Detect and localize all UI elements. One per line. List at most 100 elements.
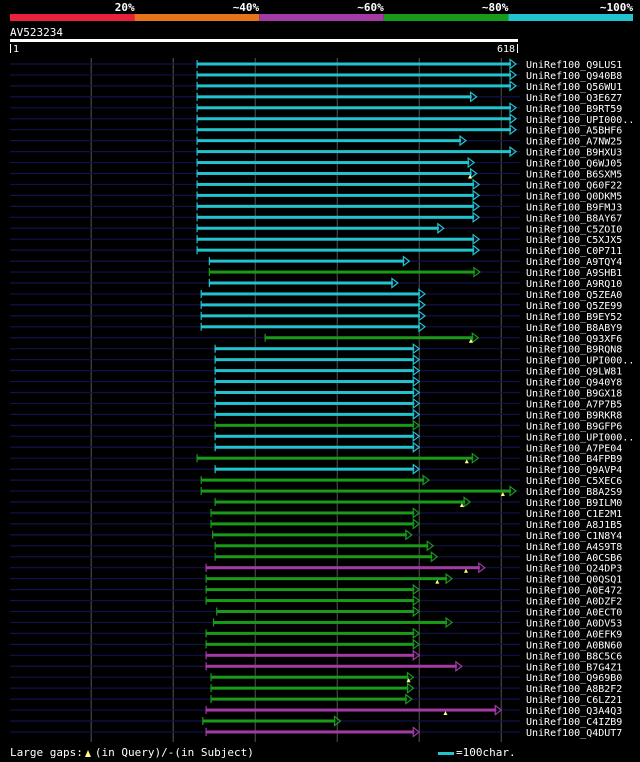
subject-name[interactable]: UniRef100_Q940B8 bbox=[526, 71, 622, 82]
alignment-row[interactable]: UniRef100_A7P7B5 bbox=[10, 397, 622, 411]
subject-name[interactable]: UniRef100_UPI000.. bbox=[526, 115, 634, 126]
subject-name[interactable]: UniRef100_C4IZB9 bbox=[526, 717, 622, 728]
alignment-row[interactable]: UniRef100_B9RT59 bbox=[10, 102, 622, 115]
subject-name[interactable]: UniRef100_A9SHB1 bbox=[526, 268, 622, 279]
alignment-row[interactable]: UniRef100_A5BHF6 bbox=[10, 124, 622, 137]
subject-name[interactable]: UniRef100_A5BHF6 bbox=[526, 126, 622, 137]
alignment-row[interactable]: UniRef100_A0ECT0 bbox=[10, 605, 622, 619]
alignment-row[interactable]: UniRef100_A0DZF2 bbox=[10, 594, 622, 608]
alignment-row[interactable]: UniRef100_Q9LW81 bbox=[10, 364, 622, 378]
subject-name[interactable]: UniRef100_Q5ZE99 bbox=[526, 301, 622, 312]
alignment-row[interactable]: UniRef100_B9GX18 bbox=[10, 386, 622, 400]
subject-name[interactable]: UniRef100_A7P7B5 bbox=[526, 399, 622, 410]
subject-name[interactable]: UniRef100_B9FMJ3 bbox=[526, 202, 622, 213]
alignment-row[interactable]: UniRef100_Q940B8 bbox=[10, 69, 622, 82]
alignment-row[interactable]: UniRef100_Q940Y8 bbox=[10, 375, 622, 389]
alignment-row[interactable]: UniRef100_A8B2F2 bbox=[10, 682, 622, 696]
subject-name[interactable]: UniRef100_Q3A4Q3 bbox=[526, 706, 622, 717]
subject-name[interactable]: UniRef100_A7PE04 bbox=[526, 443, 622, 454]
alignment-row[interactable]: UniRef100_A9SHB1 bbox=[10, 266, 622, 280]
alignment-row[interactable]: UniRef100_Q0QSQ1 bbox=[10, 572, 622, 586]
alignment-row[interactable]: UniRef100_UPI000.. bbox=[10, 353, 634, 367]
alignment-row[interactable]: UniRef100_C5XEC6 bbox=[10, 474, 622, 488]
subject-name[interactable]: UniRef100_A9RQ10 bbox=[526, 279, 622, 290]
alignment-row[interactable]: UniRef100_Q5ZEA0 bbox=[10, 288, 622, 301]
alignment-row[interactable]: UniRef100_Q5ZE99 bbox=[10, 299, 622, 312]
subject-name[interactable]: UniRef100_A9TQY4 bbox=[526, 257, 622, 268]
subject-name[interactable]: UniRef100_C1E2M1 bbox=[526, 509, 622, 520]
subject-name[interactable]: UniRef100_A0DV53 bbox=[526, 618, 622, 629]
subject-name[interactable]: UniRef100_Q6WJ05 bbox=[526, 159, 622, 170]
subject-name[interactable]: UniRef100_B9RKR8 bbox=[526, 410, 622, 421]
alignment-row[interactable]: UniRef100_B9EY52 bbox=[10, 310, 622, 323]
alignment-row[interactable]: UniRef100_Q56WU1 bbox=[10, 80, 622, 93]
subject-name[interactable]: UniRef100_A4S9T8 bbox=[526, 542, 622, 553]
alignment-row[interactable]: UniRef100_A9RQ10 bbox=[10, 277, 622, 291]
alignment-row[interactable]: UniRef100_B8ABY9 bbox=[10, 321, 622, 334]
subject-name[interactable]: UniRef100_C5ZOI0 bbox=[526, 224, 622, 235]
alignment-row[interactable]: UniRef100_B7G4Z1 bbox=[10, 660, 622, 674]
subject-name[interactable]: UniRef100_B8AY67 bbox=[526, 213, 622, 224]
alignment-row[interactable]: UniRef100_A7PE04 bbox=[10, 441, 622, 455]
alignment-row[interactable]: UniRef100_Q3E6Z7 bbox=[10, 91, 622, 104]
alignment-row[interactable]: UniRef100_C5ZOI0 bbox=[10, 222, 622, 236]
subject-name[interactable]: UniRef100_C0P711 bbox=[526, 246, 622, 257]
alignment-row[interactable]: UniRef100_Q0DKM5 bbox=[10, 189, 622, 203]
subject-name[interactable]: UniRef100_UPI000.. bbox=[526, 432, 634, 443]
alignment-row[interactable]: UniRef100_A7NW25 bbox=[10, 134, 622, 148]
subject-name[interactable]: UniRef100_C1N8Y4 bbox=[526, 531, 622, 542]
alignment-row[interactable]: UniRef100_C5XJX5 bbox=[10, 233, 622, 247]
alignment-row[interactable]: UniRef100_A0E472 bbox=[10, 583, 622, 597]
subject-name[interactable]: UniRef100_B9ILM0 bbox=[526, 498, 622, 509]
alignment-row[interactable]: UniRef100_Q3A4Q3 bbox=[10, 704, 622, 718]
alignment-row[interactable]: UniRef100_A0EFK9 bbox=[10, 627, 622, 641]
subject-name[interactable]: UniRef100_Q4DUT7 bbox=[526, 728, 622, 739]
alignment-row[interactable]: UniRef100_B9FMJ3 bbox=[10, 200, 622, 214]
subject-name[interactable]: UniRef100_A7NW25 bbox=[526, 137, 622, 148]
alignment-row[interactable]: UniRef100_A9TQY4 bbox=[10, 255, 622, 269]
alignment-row[interactable]: UniRef100_B8A2S9 bbox=[10, 485, 622, 499]
alignment-row[interactable]: UniRef100_C6LZ21 bbox=[10, 693, 622, 707]
alignment-row[interactable]: UniRef100_A0BN60 bbox=[10, 638, 622, 652]
alignment-row[interactable]: UniRef100_A0CSB6 bbox=[10, 551, 622, 564]
alignment-row[interactable]: UniRef100_Q60F22 bbox=[10, 178, 622, 192]
subject-name[interactable]: UniRef100_B6SXM5 bbox=[526, 170, 622, 181]
subject-name[interactable]: UniRef100_Q9AVP4 bbox=[526, 465, 622, 476]
alignment-row[interactable]: UniRef100_B9ILM0 bbox=[10, 496, 622, 510]
alignment-row[interactable]: UniRef100_B8C5C6 bbox=[10, 649, 622, 663]
alignment-row[interactable]: UniRef100_A8J1B5 bbox=[10, 518, 622, 531]
alignment-row[interactable]: UniRef100_B9HXU3 bbox=[10, 145, 622, 159]
alignment-row[interactable]: UniRef100_C0P711 bbox=[10, 244, 622, 258]
subject-name[interactable]: UniRef100_A0E472 bbox=[526, 586, 622, 597]
subject-name[interactable]: UniRef100_Q0DKM5 bbox=[526, 191, 622, 202]
alignment-row[interactable]: UniRef100_C1E2M1 bbox=[10, 507, 622, 520]
subject-name[interactable]: UniRef100_Q9LUS1 bbox=[526, 60, 622, 71]
subject-name[interactable]: UniRef100_Q3E6Z7 bbox=[526, 93, 622, 104]
subject-name[interactable]: UniRef100_UPI000.. bbox=[526, 356, 634, 367]
alignment-row[interactable]: UniRef100_Q4DUT7 bbox=[10, 726, 622, 739]
alignment-row[interactable]: UniRef100_C1N8Y4 bbox=[10, 529, 622, 542]
alignment-row[interactable]: UniRef100_Q6WJ05 bbox=[10, 156, 622, 170]
subject-name[interactable]: UniRef100_A8B2F2 bbox=[526, 684, 622, 695]
alignment-row[interactable]: UniRef100_B4FPB9 bbox=[10, 452, 622, 466]
subject-name[interactable]: UniRef100_A8J1B5 bbox=[526, 520, 622, 531]
alignment-row[interactable]: UniRef100_Q9AVP4 bbox=[10, 463, 622, 477]
subject-name[interactable]: UniRef100_Q969B0 bbox=[526, 673, 622, 684]
subject-name[interactable]: UniRef100_B8A2S9 bbox=[526, 487, 622, 498]
alignment-row[interactable]: UniRef100_C4IZB9 bbox=[10, 715, 622, 729]
subject-name[interactable]: UniRef100_B7G4Z1 bbox=[526, 662, 622, 673]
subject-name[interactable]: UniRef100_B8C5C6 bbox=[526, 651, 622, 662]
subject-name[interactable]: UniRef100_B9RT59 bbox=[526, 104, 622, 115]
subject-name[interactable]: UniRef100_C5XJX5 bbox=[526, 235, 622, 246]
subject-name[interactable]: UniRef100_B4FPB9 bbox=[526, 454, 622, 465]
alignment-row[interactable]: UniRef100_B9RKR8 bbox=[10, 408, 622, 422]
subject-name[interactable]: UniRef100_B9HXU3 bbox=[526, 148, 622, 159]
subject-name[interactable]: UniRef100_B9RQN8 bbox=[526, 345, 622, 356]
alignment-row[interactable]: UniRef100_Q9LUS1 bbox=[10, 58, 622, 72]
alignment-row[interactable]: UniRef100_Q93XF6 bbox=[10, 332, 622, 345]
subject-name[interactable]: UniRef100_C6LZ21 bbox=[526, 695, 622, 706]
subject-name[interactable]: UniRef100_Q60F22 bbox=[526, 180, 622, 191]
subject-name[interactable]: UniRef100_Q0QSQ1 bbox=[526, 575, 622, 586]
alignment-row[interactable]: UniRef100_UPI000.. bbox=[10, 430, 634, 444]
alignment-row[interactable]: UniRef100_A0DV53 bbox=[10, 616, 622, 630]
